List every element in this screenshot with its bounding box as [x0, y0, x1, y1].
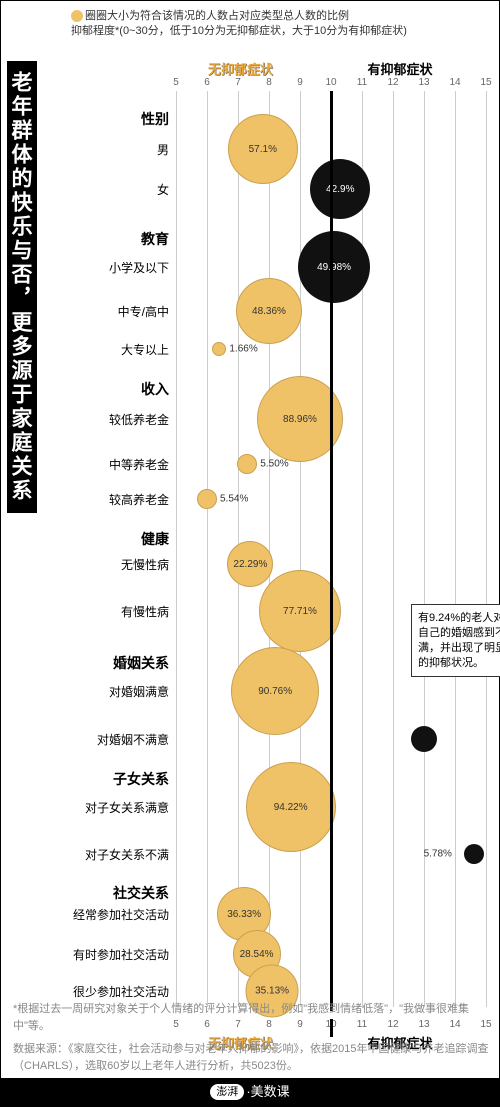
legend-line2: 抑郁程度*(0~30分，低于10分为无抑郁症状，大于10分为有抑郁症状) [71, 25, 407, 37]
data-bubble: 57.1% [228, 114, 298, 184]
category-header: 性别 [141, 109, 169, 129]
axis-tick: 12 [387, 77, 398, 88]
data-bubble: 42.9% [310, 159, 370, 219]
data-bubble [197, 489, 217, 509]
category-header: 婚姻关系 [113, 653, 169, 673]
row-label: 中专/高中 [118, 303, 169, 320]
row-label: 大专以上 [121, 341, 169, 358]
legend-line1: 圈圈大小为符合该情况的人数占对应类型总人数的比例 [85, 10, 349, 22]
data-bubble: 48.36% [236, 278, 302, 344]
data-bubble: 94.22% [246, 762, 336, 852]
axis-tick: 14 [449, 77, 460, 88]
category-header: 社交关系 [113, 883, 169, 903]
axis-label-has-depression: 有抑郁症状 [368, 59, 433, 78]
category-header: 收入 [141, 379, 169, 399]
gridline [176, 91, 177, 1007]
footnote-method: *根据过去一周研究对象关于个人情绪的评分计算得出，例如"我感到情绪低落"，"我做… [13, 1001, 489, 1034]
row-label: 有慢性病 [121, 603, 169, 620]
category-header: 子女关系 [113, 769, 169, 789]
row-label: 对婚姻不满意 [97, 731, 169, 748]
data-bubble: 22.29% [227, 541, 273, 587]
bubble-pct-label: 5.78% [424, 849, 452, 860]
bubble-chart: 56789101112131415无抑郁症状有抑郁症状5678910111213… [41, 59, 491, 979]
category-header: 健康 [141, 529, 169, 549]
data-bubble: 90.76% [231, 647, 319, 735]
gridline [207, 91, 208, 1007]
gridline [300, 91, 301, 1007]
axis-tick: 11 [357, 77, 367, 88]
axis-tick: 6 [204, 77, 210, 88]
footer-badge: 澎湃 [210, 1084, 244, 1100]
row-label: 经常参加社交活动 [73, 906, 169, 923]
row-label: 中等养老金 [109, 456, 169, 473]
gridline [269, 91, 270, 1007]
axis-label-no-depression: 无抑郁症状 [208, 59, 273, 78]
data-bubble [237, 454, 257, 474]
row-label: 对婚姻满意 [109, 683, 169, 700]
axis-tick: 8 [266, 77, 272, 88]
bubble-pct-label: 5.50% [260, 459, 288, 470]
threshold-line [330, 91, 333, 1011]
row-label: 男 [157, 141, 169, 158]
footnote-source: 数据来源：《家庭交往，社会活动参与对老年人抑郁的影响》，依据2015年中国健康与… [13, 1041, 489, 1074]
data-bubble [411, 726, 437, 752]
row-label: 女 [157, 181, 169, 198]
footer: 澎湃·美数课 [1, 1078, 499, 1106]
data-bubble [464, 844, 484, 864]
data-bubble [212, 342, 226, 356]
gridline [455, 91, 456, 1007]
legend-text: 圈圈大小为符合该情况的人数占对应类型总人数的比例 抑郁程度*(0~30分，低于1… [71, 9, 489, 40]
bubble-pct-label: 5.54% [220, 494, 248, 505]
row-label: 有时参加社交活动 [73, 946, 169, 963]
legend-circle-icon [71, 10, 83, 22]
gridline [362, 91, 363, 1007]
row-label: 小学及以下 [109, 259, 169, 276]
category-header: 教育 [141, 229, 169, 249]
axis-tick: 7 [235, 77, 241, 88]
gridline [424, 91, 425, 1007]
row-label: 较低养老金 [109, 411, 169, 428]
axis-tick: 5 [173, 77, 179, 88]
row-label: 对子女关系满意 [85, 799, 169, 816]
data-bubble: 49.98% [298, 231, 370, 303]
gridline [486, 91, 487, 1007]
row-label: 很少参加社交活动 [73, 983, 169, 1000]
axis-tick: 9 [297, 77, 303, 88]
row-label: 较高养老金 [109, 491, 169, 508]
bubble-pct-label: 1.66% [229, 344, 257, 355]
annotation-callout: 有9.24%的老人对自己的婚姻感到不满，并出现了明显的抑郁状况。 [411, 604, 500, 677]
page-title-vertical: 老年群体的快乐与否，更多源于家庭关系 [7, 61, 37, 513]
footer-brand: 美数课 [251, 1084, 290, 1099]
axis-tick: 10 [325, 77, 336, 88]
axis-tick: 13 [418, 77, 429, 88]
gridline [393, 91, 394, 1007]
row-label: 无慢性病 [121, 556, 169, 573]
row-label: 对子女关系不满 [85, 846, 169, 863]
axis-tick: 15 [480, 77, 491, 88]
